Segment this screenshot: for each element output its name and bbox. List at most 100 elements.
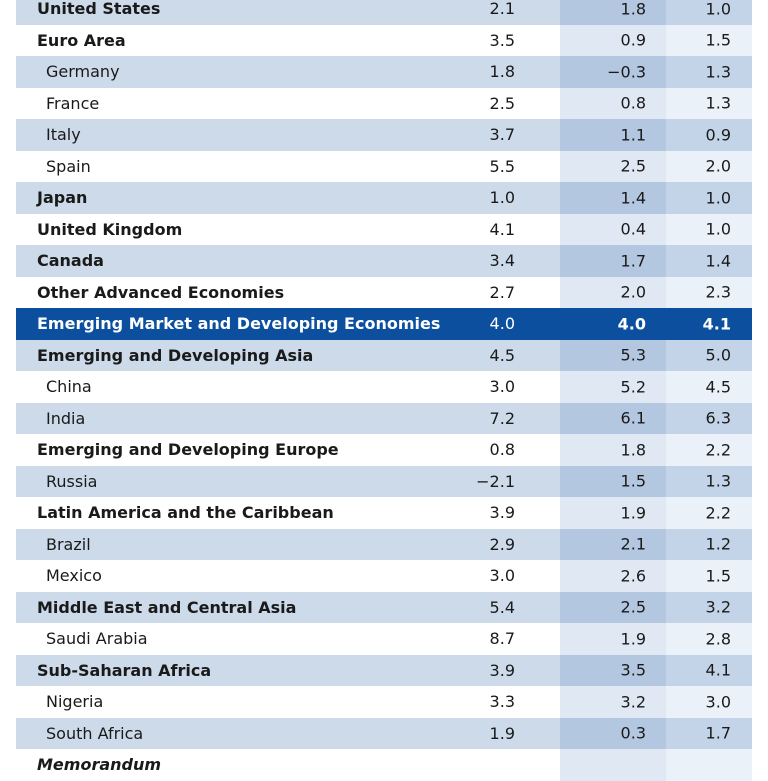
value-col-1: 2.5 [489, 93, 515, 113]
value-col-1: 2.9 [489, 534, 515, 554]
value-col-3: 2.8 [705, 629, 731, 649]
table-row: Canada 3.4 1.7 1.4 [16, 245, 752, 277]
table-row: United States 2.1 1.8 1.0 [16, 0, 752, 25]
row-label: Sub-Saharan Africa [37, 660, 212, 680]
table-row: Russia −2.1 1.5 1.3 [16, 465, 752, 497]
row-label: Emerging and Developing Asia [37, 345, 314, 365]
value-col-1: 1.9 [489, 723, 515, 743]
value-col-2: 1.1 [620, 125, 646, 145]
value-col-3: 2.3 [705, 282, 731, 302]
value-col-3: 2.2 [705, 503, 731, 523]
value-col-2: 3.2 [620, 692, 646, 712]
table-row: Saudi Arabia 8.7 1.9 2.8 [16, 623, 752, 655]
table-row: Euro Area 3.5 0.9 1.5 [16, 24, 752, 56]
value-col-1: 3.9 [489, 503, 515, 523]
value-col-1: 4.5 [489, 345, 515, 365]
value-col-3: 1.5 [705, 30, 731, 50]
value-col-2: 3.5 [620, 660, 646, 680]
value-col-1: 4.1 [489, 219, 515, 239]
value-col-2: 2.5 [620, 156, 646, 176]
value-col-3: 1.3 [705, 62, 731, 82]
table-row: Italy 3.7 1.1 0.9 [16, 119, 752, 151]
table-row: United Kingdom 4.1 0.4 1.0 [16, 213, 752, 245]
value-col-3: 6.3 [705, 408, 731, 428]
value-col-2: 1.8 [620, 440, 646, 460]
row-label: India [46, 408, 86, 428]
value-col-3: 2.0 [705, 156, 731, 176]
value-col-2: 1.4 [620, 188, 646, 208]
table-row: Other Advanced Economies 2.7 2.0 2.3 [16, 276, 752, 308]
table-row: Japan 1.0 1.4 1.0 [16, 182, 752, 214]
value-col-2: 5.2 [620, 377, 646, 397]
row-label: Japan [37, 188, 88, 208]
value-col-2: 2.0 [620, 282, 646, 302]
row-label: Euro Area [37, 30, 126, 50]
row-label: Other Advanced Economies [37, 282, 285, 302]
value-col-3: 1.4 [705, 251, 731, 271]
table-row: Emerging and Developing Europe 0.8 1.8 2.2 [16, 434, 752, 466]
row-label: Russia [46, 471, 98, 491]
value-col-1: 3.5 [489, 30, 515, 50]
memorandum-label: Memorandum [37, 755, 162, 775]
table-row: Mexico 3.0 2.6 1.5 [16, 560, 752, 592]
value-col-1: 7.2 [489, 408, 515, 428]
table-row: Emerging Market and Developing Economies… [16, 308, 752, 340]
table-row: Sub-Saharan Africa 3.9 3.5 4.1 [16, 654, 752, 686]
value-col-3: 4.1 [702, 314, 731, 334]
row-label: Germany [46, 62, 120, 82]
table-row: Spain 5.5 2.5 2.0 [16, 150, 752, 182]
table-row: China 3.0 5.2 4.5 [16, 371, 752, 403]
value-col-3: 1.7 [705, 723, 731, 743]
value-col-2: 0.8 [620, 93, 646, 113]
table-row: France 2.5 0.8 1.3 [16, 87, 752, 119]
value-col-1: 1.0 [489, 188, 515, 208]
value-col-1: 3.4 [489, 251, 515, 271]
row-label: Latin America and the Caribbean [37, 503, 334, 523]
value-col-1: 4.0 [489, 314, 515, 334]
row-label: United States [37, 0, 161, 19]
value-col-3: 5.0 [705, 345, 731, 365]
value-col-2: 2.1 [620, 534, 646, 554]
row-label: Nigeria [46, 692, 104, 712]
value-col-2: 1.9 [620, 629, 646, 649]
value-col-3: 1.0 [705, 219, 731, 239]
value-col-2: 1.7 [620, 251, 646, 271]
value-col-2: 2.5 [620, 597, 646, 617]
value-col-2: 1.5 [620, 471, 646, 491]
row-label: China [46, 377, 92, 397]
row-label: Brazil [46, 534, 91, 554]
value-col-2: 6.1 [620, 408, 646, 428]
table-row: Latin America and the Caribbean 3.9 1.9 2.2 [16, 497, 752, 529]
value-col-1: 8.7 [489, 629, 515, 649]
row-label: Emerging Market and Developing Economies [37, 314, 441, 334]
row-label: Middle East and Central Asia [37, 597, 297, 617]
table-row: South Africa 1.9 0.3 1.7 [16, 717, 752, 749]
value-col-3: 1.5 [705, 566, 731, 586]
value-col-1: 3.3 [489, 692, 515, 712]
row-label: Spain [46, 156, 91, 176]
row-label: Emerging and Developing Europe [37, 440, 339, 460]
value-col-2: 1.8 [620, 0, 646, 19]
value-col-1: 3.7 [489, 125, 515, 145]
value-col-1: 2.7 [489, 282, 515, 302]
row-label: Mexico [46, 566, 102, 586]
value-col-1: 5.4 [489, 597, 515, 617]
value-col-3: 1.2 [705, 534, 731, 554]
value-col-1: 5.5 [489, 156, 515, 176]
value-col-3: 3.2 [705, 597, 731, 617]
value-col-2: −0.3 [607, 62, 646, 82]
table-row: Middle East and Central Asia 5.4 2.5 3.2 [16, 591, 752, 623]
value-col-3: 1.0 [705, 188, 731, 208]
value-col-3: 2.2 [705, 440, 731, 460]
value-col-2: 5.3 [620, 345, 646, 365]
row-label: France [46, 93, 100, 113]
value-col-3: 1.0 [705, 0, 731, 19]
table-row: Emerging and Developing Asia 4.5 5.3 5.0 [16, 339, 752, 371]
row-label: Saudi Arabia [46, 629, 148, 649]
value-col-3: 4.5 [705, 377, 731, 397]
table-row: Germany 1.8 −0.3 1.3 [16, 56, 752, 88]
table-row: Brazil 2.9 2.1 1.2 [16, 528, 752, 560]
value-col-1: 3.9 [489, 660, 515, 680]
value-col-3: 0.9 [705, 125, 731, 145]
value-col-1: 2.1 [489, 0, 515, 19]
